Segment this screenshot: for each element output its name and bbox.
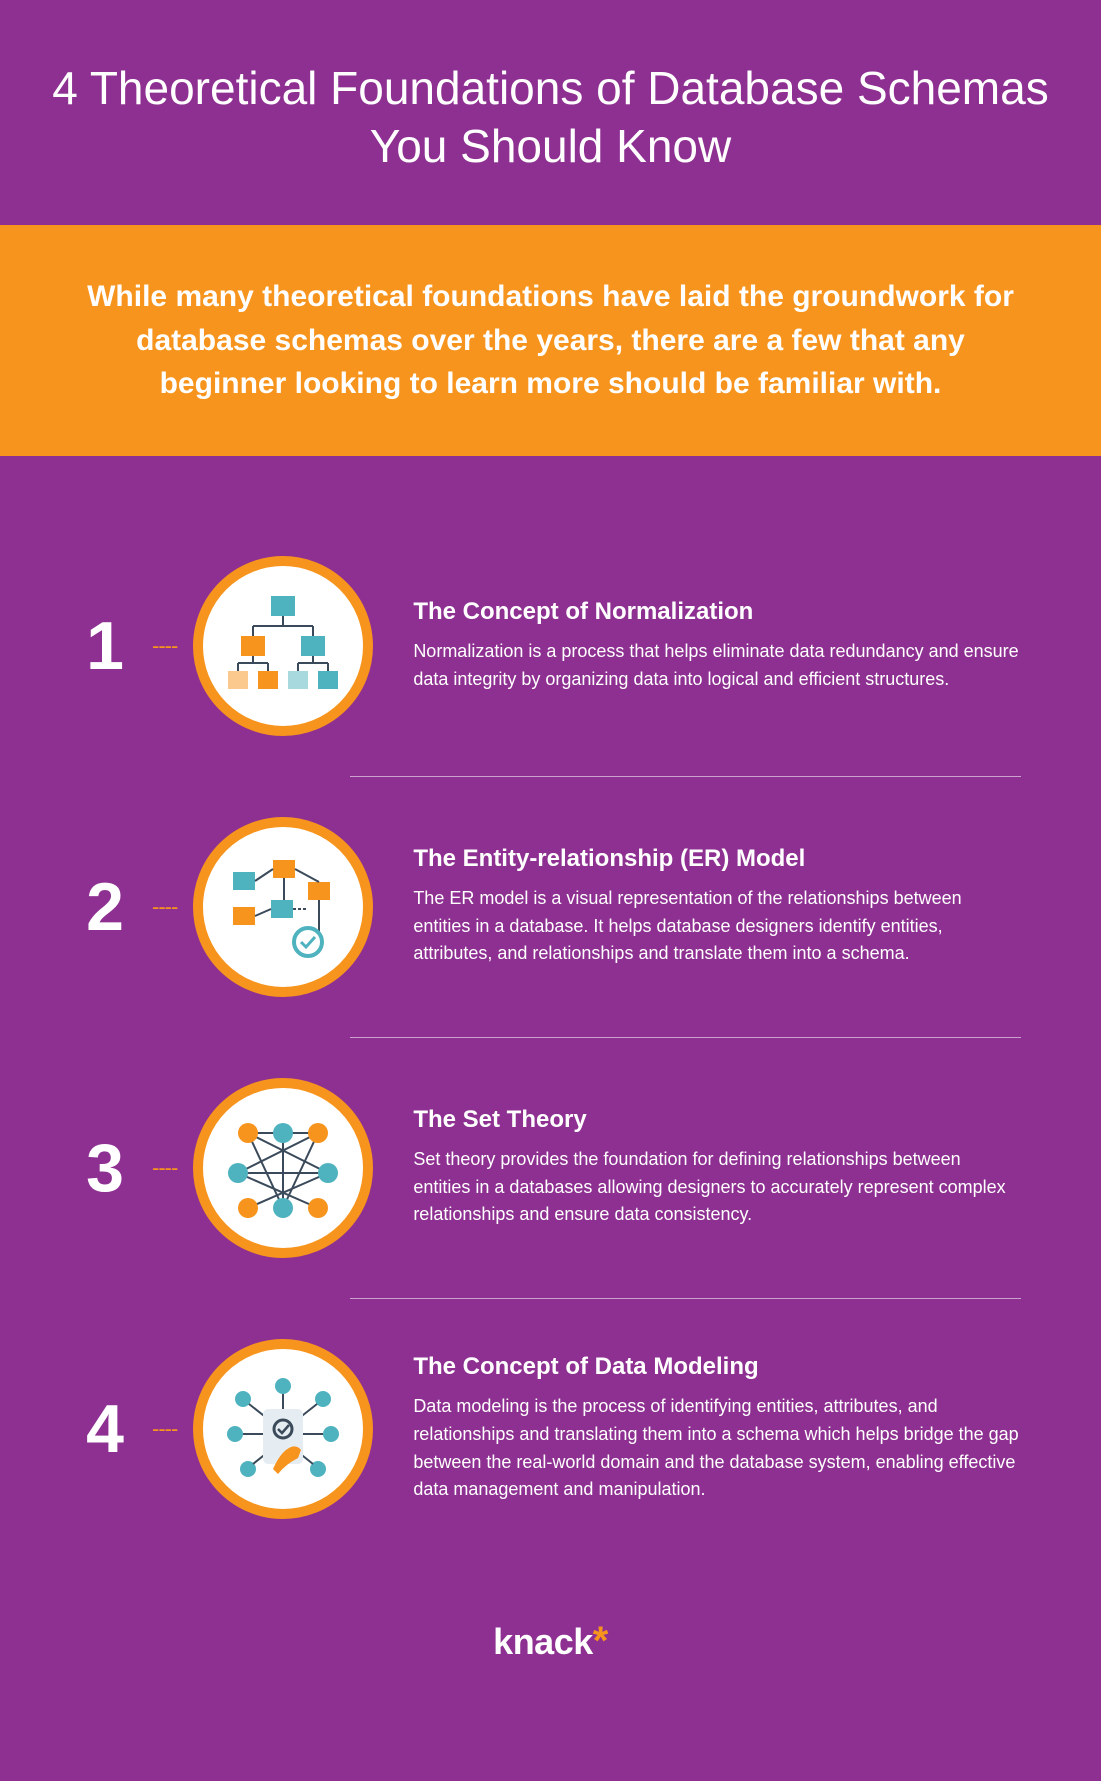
intro-banner: While many theoretical foundations have … [0, 225, 1101, 456]
data-modeling-icon [193, 1339, 373, 1519]
main-title: 4 Theoretical Foundations of Database Sc… [0, 0, 1101, 225]
infographic-container: 4 Theoretical Foundations of Database Sc… [0, 0, 1101, 1714]
item-heading: The Set Theory [413, 1106, 1021, 1134]
connector-dash: ---- [152, 1155, 177, 1181]
items-list: 1 ---- [0, 456, 1101, 1589]
network-graph-icon [193, 1078, 373, 1258]
item-text: The Entity-relationship (ER) Model The E… [393, 845, 1021, 969]
item-2: 2 ---- [80, 777, 1021, 1037]
connector-dash: ---- [152, 1416, 177, 1442]
brand-asterisk-icon: * [593, 1619, 608, 1663]
item-heading: The Concept of Data Modeling [413, 1353, 1021, 1381]
tree-diagram-icon [193, 556, 373, 736]
footer-logo: knack* [0, 1589, 1101, 1714]
item-body: Data modeling is the process of identify… [413, 1393, 1021, 1505]
item-1: 1 ---- [80, 516, 1021, 776]
er-diagram-icon [193, 817, 373, 997]
item-body: Set theory provides the foundation for d… [413, 1146, 1021, 1230]
item-body: The ER model is a visual representation … [413, 885, 1021, 969]
item-text: The Set Theory Set theory provides the f… [393, 1106, 1021, 1230]
item-4: 4 ---- [80, 1299, 1021, 1559]
item-number: 3 [80, 1129, 130, 1207]
item-number: 4 [80, 1390, 130, 1468]
connector-dash: ---- [152, 633, 177, 659]
connector-dash: ---- [152, 894, 177, 920]
item-heading: The Concept of Normalization [413, 598, 1021, 626]
brand-name: knack [493, 1621, 593, 1662]
item-body: Normalization is a process that helps el… [413, 638, 1021, 694]
item-text: The Concept of Normalization Normalizati… [393, 598, 1021, 694]
item-3: 3 ---- [80, 1038, 1021, 1298]
item-number: 1 [80, 607, 130, 685]
item-heading: The Entity-relationship (ER) Model [413, 845, 1021, 873]
item-text: The Concept of Data Modeling Data modeli… [393, 1353, 1021, 1505]
item-number: 2 [80, 868, 130, 946]
